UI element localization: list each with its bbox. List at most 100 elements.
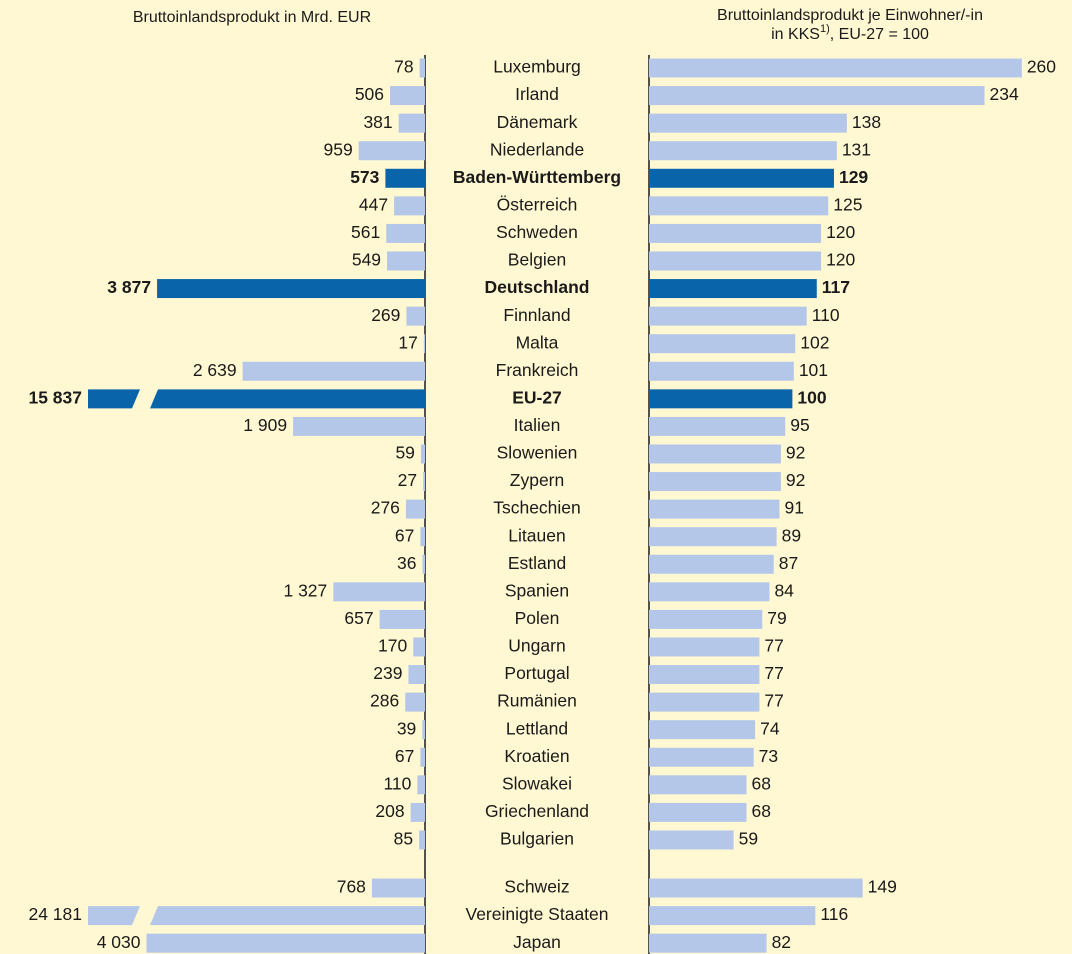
category-label: Slowakei xyxy=(502,773,572,793)
bar xyxy=(293,416,425,436)
value-label: 110 xyxy=(812,305,840,325)
value-label: 768 xyxy=(337,877,366,897)
bar xyxy=(649,389,793,409)
value-label: 15 837 xyxy=(28,387,82,407)
value-label: 234 xyxy=(990,84,1019,104)
value-label: 2 639 xyxy=(193,360,237,380)
value-label: 117 xyxy=(822,277,850,297)
bar xyxy=(649,168,834,188)
bar xyxy=(649,444,781,464)
category-label: Schweden xyxy=(496,222,578,242)
bar-segment xyxy=(88,389,140,409)
value-label: 82 xyxy=(772,932,791,952)
category-label: Bulgarien xyxy=(500,829,574,849)
bar xyxy=(649,141,837,161)
value-label: 78 xyxy=(394,57,413,77)
category-label: Luxemburg xyxy=(493,57,581,77)
bar xyxy=(390,86,425,106)
category-label: Litauen xyxy=(508,525,565,545)
value-label: 84 xyxy=(774,580,794,600)
bar xyxy=(649,906,816,926)
bar xyxy=(423,472,425,492)
bar xyxy=(413,637,425,657)
value-label: 101 xyxy=(799,360,828,380)
footnote-mark: 1) xyxy=(820,23,830,35)
bar xyxy=(649,306,807,326)
right-title-line2: in KKS1), EU-27 = 100 xyxy=(771,23,929,43)
bar xyxy=(146,933,425,953)
bar xyxy=(387,251,425,271)
category-label: Japan xyxy=(513,932,561,952)
category-label: EU-27 xyxy=(512,387,562,407)
category-label: Zypern xyxy=(510,470,564,490)
value-label: 27 xyxy=(398,470,417,490)
value-label: 129 xyxy=(839,167,868,187)
value-label: 573 xyxy=(350,167,379,187)
bar xyxy=(649,416,786,436)
bar xyxy=(398,113,425,133)
category-label: Tschechien xyxy=(493,498,581,518)
category-label: Portugal xyxy=(504,663,569,683)
value-label: 67 xyxy=(395,525,414,545)
bar xyxy=(649,361,794,381)
value-label: 59 xyxy=(739,829,758,849)
category-label: Spanien xyxy=(505,580,569,600)
bar xyxy=(419,830,425,850)
bar xyxy=(408,665,425,685)
value-label: 208 xyxy=(375,801,404,821)
category-label: Vereinigte Staaten xyxy=(465,904,608,924)
bar xyxy=(649,279,817,299)
value-label: 91 xyxy=(784,498,803,518)
value-label: 59 xyxy=(395,443,414,463)
bar xyxy=(649,582,770,602)
value-label: 39 xyxy=(397,718,416,738)
bar xyxy=(405,499,425,519)
bar xyxy=(649,637,760,657)
category-label: Malta xyxy=(516,332,559,352)
value-label: 3 877 xyxy=(107,277,151,297)
value-label: 85 xyxy=(394,829,413,849)
bar xyxy=(649,196,829,216)
bar xyxy=(420,747,425,767)
bar xyxy=(420,527,425,547)
value-label: 959 xyxy=(324,139,353,159)
value-label: 1 327 xyxy=(283,580,327,600)
category-label: Rumänien xyxy=(497,691,577,711)
bar xyxy=(649,554,774,574)
value-label: 24 181 xyxy=(28,904,82,924)
bar xyxy=(649,692,760,712)
category-label: Estland xyxy=(508,553,566,573)
bar xyxy=(649,747,754,767)
right-title-part: in KKS xyxy=(771,26,820,43)
category-label: Ungarn xyxy=(508,636,565,656)
category-label: Kroatien xyxy=(504,746,569,766)
value-label: 549 xyxy=(352,250,381,270)
value-label: 92 xyxy=(786,443,805,463)
category-label: Lettland xyxy=(506,718,568,738)
value-label: 170 xyxy=(378,636,407,656)
value-label: 260 xyxy=(1027,57,1056,77)
bar xyxy=(379,609,425,629)
value-label: 92 xyxy=(786,470,805,490)
bar xyxy=(649,223,822,243)
right-title: Bruttoinlandsprodukt je Einwohner/-in xyxy=(717,7,983,24)
category-label: Baden-Württemberg xyxy=(453,167,621,187)
bar xyxy=(406,306,425,326)
value-label: 79 xyxy=(767,608,786,628)
bar xyxy=(157,279,425,299)
category-label: Frankreich xyxy=(496,360,579,380)
bar xyxy=(649,472,781,492)
value-label: 102 xyxy=(800,332,829,352)
value-label: 95 xyxy=(790,415,809,435)
value-label: 381 xyxy=(363,112,392,132)
value-label: 77 xyxy=(764,636,783,656)
bar xyxy=(649,58,1022,78)
value-label: 100 xyxy=(797,387,826,407)
bar-segment xyxy=(150,906,425,926)
category-label: Polen xyxy=(515,608,560,628)
bar xyxy=(649,665,760,685)
bar xyxy=(649,933,767,953)
value-label: 239 xyxy=(373,663,402,683)
